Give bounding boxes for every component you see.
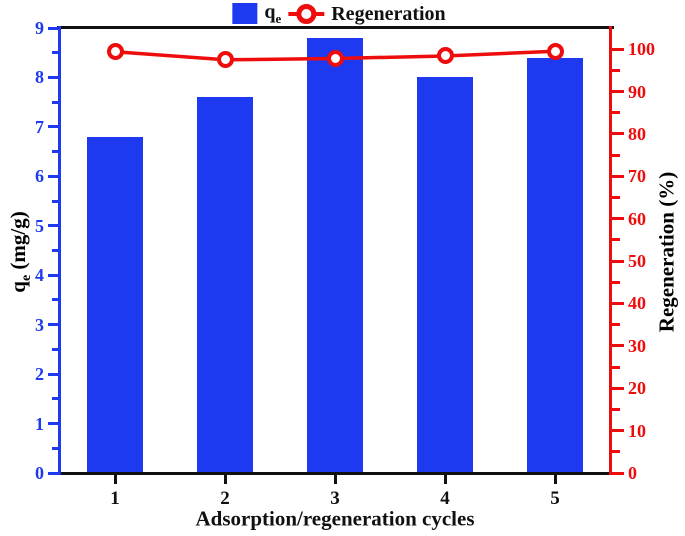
- regeneration-open-circle-icon: [326, 50, 344, 67]
- qe-bar: [307, 37, 363, 473]
- right-axis-tick: [612, 471, 624, 475]
- right-axis-tick: [612, 111, 620, 115]
- right-axis-tick: [612, 217, 624, 221]
- left-axis-tick: [52, 100, 60, 104]
- left-axis-tick-label: 7: [35, 116, 44, 137]
- qe-bar: [197, 97, 253, 473]
- left-axis-tick: [48, 372, 60, 376]
- qe-bar: [417, 77, 473, 473]
- legend-regeneration-label: Regeneration: [331, 2, 446, 25]
- right-axis-tick-label: 30: [628, 335, 646, 356]
- right-axis-tick-label: 100: [628, 39, 655, 60]
- left-axis-tick-label: 2: [35, 364, 44, 385]
- x-axis-title: Adsorption/regeneration cycles: [195, 506, 475, 531]
- right-axis-tick: [612, 344, 624, 348]
- x-axis-tick: [113, 475, 117, 484]
- x-axis-tick-label: 1: [110, 488, 120, 509]
- right-axis-tick-label: 10: [628, 420, 646, 441]
- left-axis-tick: [52, 298, 60, 302]
- right-axis-tick: [612, 365, 620, 369]
- right-axis-title: Regeneration (%): [654, 171, 679, 333]
- x-axis-tick: [443, 475, 447, 484]
- legend-regeneration-marker-icon: [288, 3, 325, 25]
- left-axis-tick: [48, 75, 60, 79]
- regeneration-open-circle-icon: [436, 47, 454, 65]
- right-axis-line: [609, 26, 612, 475]
- regeneration-open-circle-icon: [546, 42, 564, 60]
- left-axis-tick-label: 9: [35, 18, 44, 38]
- right-axis-tick: [612, 90, 624, 94]
- x-axis-tick-label: 5: [550, 488, 560, 509]
- x-axis-tick: [223, 475, 227, 484]
- legend-qe-swatch-icon: [232, 3, 258, 24]
- left-axis-tick-label: 3: [35, 314, 44, 335]
- left-axis-title: qe (mg/g): [5, 211, 35, 293]
- x-axis-tick: [553, 475, 557, 484]
- right-axis-tick: [612, 132, 624, 136]
- right-axis-tick: [612, 407, 620, 411]
- right-axis-tick: [612, 47, 624, 51]
- right-axis-tick: [612, 429, 624, 433]
- right-axis-tick-label: 70: [628, 166, 646, 187]
- right-axis-tick: [612, 280, 620, 284]
- left-axis-tick: [48, 323, 60, 327]
- left-axis-tick: [52, 249, 60, 252]
- left-axis-tick: [48, 224, 60, 228]
- right-axis-tick-label: 20: [628, 378, 646, 399]
- right-axis-tick-label: 50: [628, 251, 646, 272]
- left-axis-tick: [52, 347, 60, 351]
- left-axis-tick-label: 0: [35, 463, 44, 483]
- left-axis-tick: [52, 51, 60, 55]
- right-axis-tick-label: 90: [628, 81, 646, 102]
- left-axis-tick-label: 4: [35, 265, 44, 286]
- left-axis-tick-label: 1: [35, 413, 44, 434]
- left-axis-tick: [48, 174, 60, 178]
- x-axis-tick-label: 4: [440, 488, 450, 509]
- left-axis-tick: [48, 422, 60, 426]
- left-axis-tick: [52, 150, 60, 154]
- right-axis-tick: [612, 323, 620, 327]
- right-axis-tick: [612, 196, 620, 200]
- left-axis-tick: [48, 273, 60, 277]
- right-axis-tick-label: 40: [628, 293, 646, 314]
- left-axis-tick: [52, 446, 60, 450]
- right-axis-tick: [612, 153, 620, 157]
- right-axis-tick: [612, 68, 620, 72]
- left-axis-tick: [52, 199, 60, 203]
- legend-open-circle-icon: [296, 3, 317, 24]
- right-axis-tick: [612, 450, 620, 454]
- right-axis-tick: [612, 174, 624, 178]
- x-axis-tick: [333, 475, 337, 484]
- right-axis-tick: [612, 301, 624, 305]
- left-axis-tick: [48, 26, 60, 30]
- legend: qe Regeneration: [232, 1, 446, 26]
- left-axis-tick: [48, 471, 60, 475]
- x-axis-tick-label: 2: [220, 488, 230, 509]
- right-axis-tick-label: 0: [628, 463, 637, 483]
- right-axis-tick: [612, 386, 624, 390]
- qe-bar: [527, 57, 583, 473]
- right-axis-tick-label: 80: [628, 123, 646, 144]
- regeneration-open-circle-icon: [106, 43, 124, 61]
- left-axis-tick: [48, 125, 60, 129]
- qe-bar: [87, 136, 143, 473]
- right-axis-tick: [612, 238, 620, 242]
- left-axis-tick-label: 5: [35, 215, 44, 236]
- left-axis-tick-label: 6: [35, 166, 44, 187]
- left-axis-tick-label: 8: [35, 67, 44, 88]
- x-axis-tick-label: 3: [330, 488, 340, 509]
- right-axis-tick: [612, 259, 624, 263]
- bottom-axis-line: [56, 472, 616, 475]
- legend-qe-label: qe: [264, 1, 282, 26]
- right-axis-tick-label: 60: [628, 208, 646, 229]
- left-axis-tick: [52, 397, 60, 401]
- regeneration-open-circle-icon: [216, 51, 234, 69]
- top-axis-line: [57, 26, 614, 29]
